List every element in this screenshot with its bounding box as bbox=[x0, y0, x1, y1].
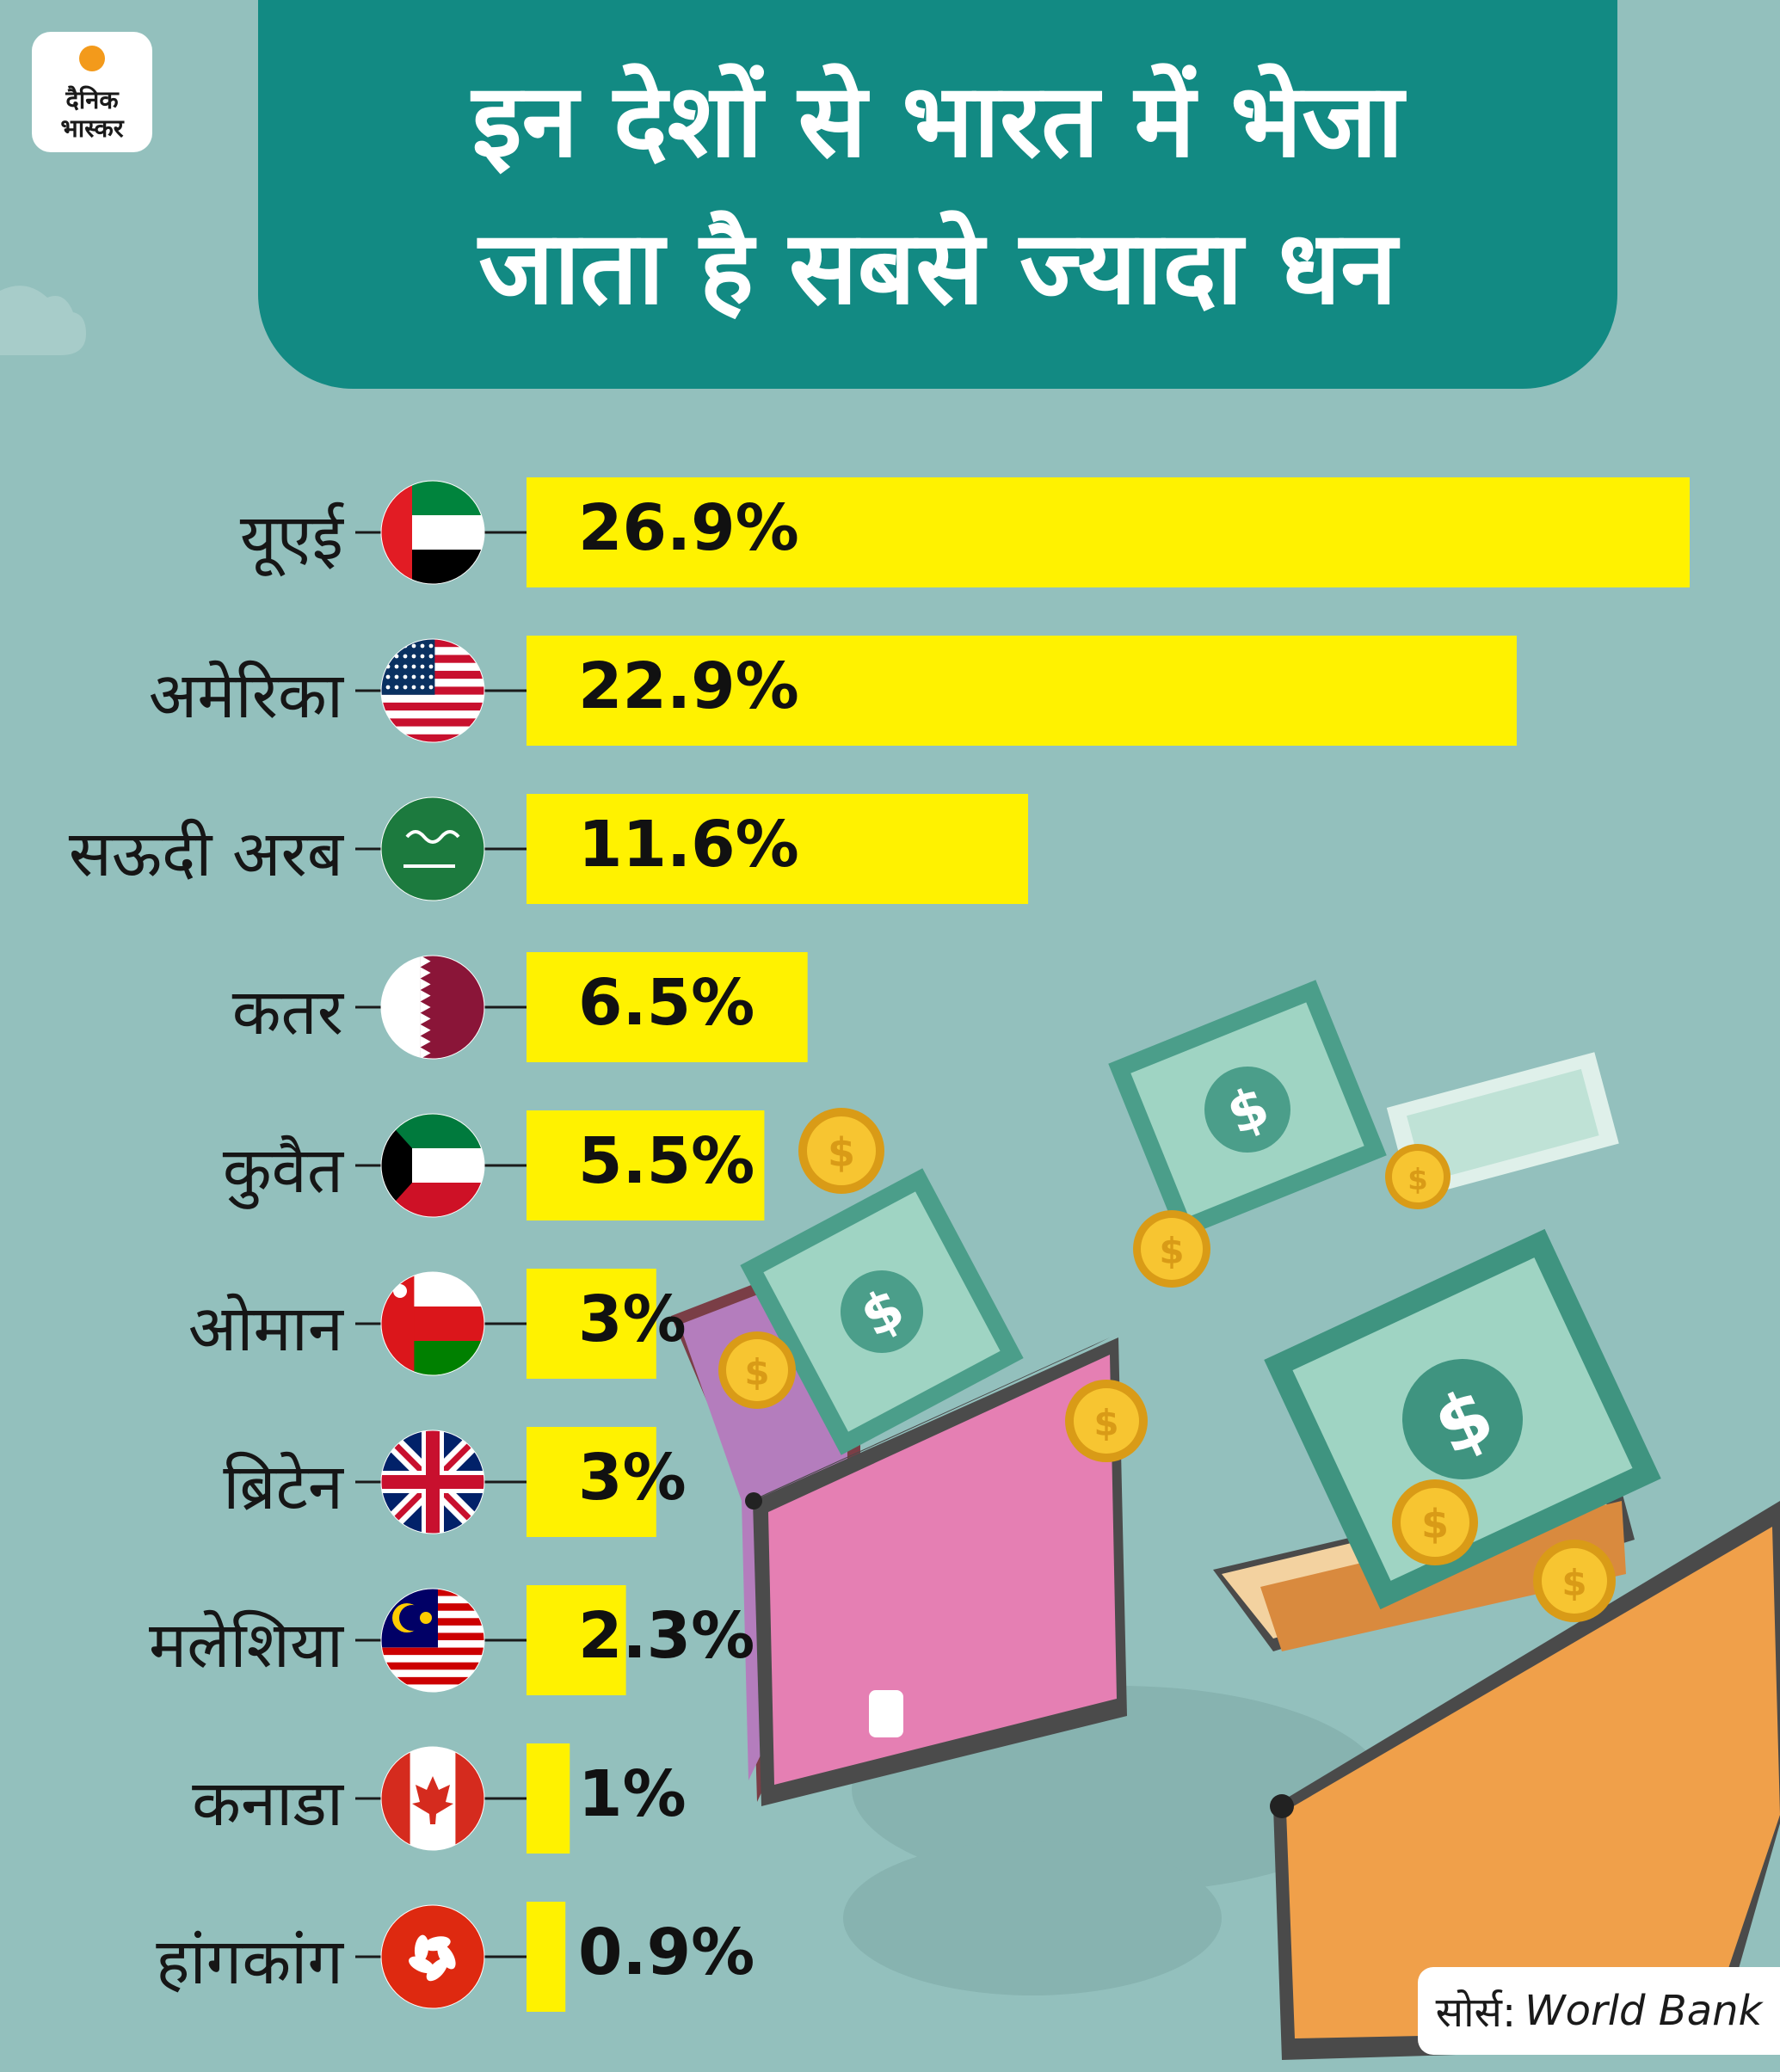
bar-2 bbox=[527, 636, 1517, 746]
source-label: सोर्स: bbox=[1435, 1988, 1517, 2037]
svg-text:$: $ bbox=[1421, 1501, 1449, 1547]
malaysia-flag-icon bbox=[380, 1588, 485, 1693]
category-label: कनाडा bbox=[192, 1767, 343, 1841]
hongkong-flag-icon bbox=[380, 1904, 485, 2009]
data-label: 5.5% bbox=[578, 1124, 755, 1198]
data-label: 1% bbox=[578, 1757, 687, 1831]
category-label: यूएई bbox=[239, 501, 343, 575]
source-name: World Bank bbox=[1524, 1987, 1763, 2035]
uk-flag-icon bbox=[380, 1429, 485, 1534]
banknote-icon: $ bbox=[740, 1168, 1024, 1455]
data-label: 3% bbox=[578, 1441, 687, 1515]
dainik-bhaskar-logo: दैनिक भास्कर bbox=[32, 32, 152, 152]
bar-9 bbox=[527, 1743, 570, 1854]
page-title-line-2: जाता है सबसे ज्यादा धन bbox=[478, 208, 1397, 327]
data-label: 3% bbox=[578, 1282, 687, 1356]
banknote-icon: $ bbox=[1108, 980, 1387, 1239]
category-label: हांगकांग bbox=[156, 1925, 343, 1999]
canada-flag-icon bbox=[380, 1746, 485, 1851]
data-label: 2.3% bbox=[578, 1599, 755, 1673]
cloud-decoration bbox=[0, 286, 86, 355]
category-label: अमेरिका bbox=[148, 659, 343, 733]
data-label: 0.9% bbox=[578, 1915, 755, 1989]
page-title-line-1: इन देशों से भारत में भेजा bbox=[471, 60, 1404, 180]
logo-line-2: भास्कर bbox=[60, 113, 124, 143]
svg-text:$: $ bbox=[1561, 1562, 1586, 1604]
category-label: ओमान bbox=[188, 1292, 343, 1366]
logo-line-1: दैनिक bbox=[65, 85, 119, 115]
svg-text:$: $ bbox=[1159, 1230, 1184, 1272]
saudi-flag-icon bbox=[380, 796, 485, 901]
bar-1 bbox=[527, 477, 1690, 587]
oman-flag-icon bbox=[380, 1271, 485, 1376]
bar-5 bbox=[527, 1110, 765, 1220]
svg-text:$: $ bbox=[1407, 1163, 1428, 1197]
category-label: कतर bbox=[231, 975, 343, 1049]
banknote-icon: $ bbox=[1264, 1228, 1661, 1610]
data-label: 6.5% bbox=[578, 966, 755, 1040]
bar-7 bbox=[527, 1427, 656, 1537]
bar-6 bbox=[527, 1269, 656, 1379]
category-label: ब्रिटेन bbox=[223, 1450, 343, 1524]
data-label: 11.6% bbox=[578, 808, 799, 882]
svg-text:$: $ bbox=[1093, 1402, 1118, 1444]
svg-text:$: $ bbox=[828, 1129, 855, 1176]
bar-4 bbox=[527, 952, 808, 1062]
kuwait-flag-icon bbox=[380, 1113, 485, 1218]
category-label: मलेशिया bbox=[149, 1608, 343, 1682]
sun-icon bbox=[79, 46, 105, 71]
coin-icon: $ $ $ $ $ $ $ bbox=[718, 1108, 1616, 1622]
bar-3 bbox=[527, 794, 1029, 904]
svg-text:$: $ bbox=[744, 1351, 769, 1393]
bar-10 bbox=[527, 1902, 566, 2012]
category-label: सऊदी अरब bbox=[68, 817, 343, 891]
uae-flag-icon bbox=[380, 480, 485, 585]
category-label: कुवैत bbox=[222, 1134, 343, 1208]
source-credit: सोर्स: World Bank bbox=[1418, 1967, 1780, 2055]
data-label: 22.9% bbox=[578, 649, 799, 723]
data-label: 26.9% bbox=[578, 491, 799, 565]
usa-flag-icon bbox=[380, 638, 485, 743]
title-banner: इन देशों से भारत में भेजा जाता है सबसे ज… bbox=[258, 0, 1617, 389]
bar-8 bbox=[527, 1585, 626, 1695]
qatar-flag-icon bbox=[380, 955, 485, 1060]
